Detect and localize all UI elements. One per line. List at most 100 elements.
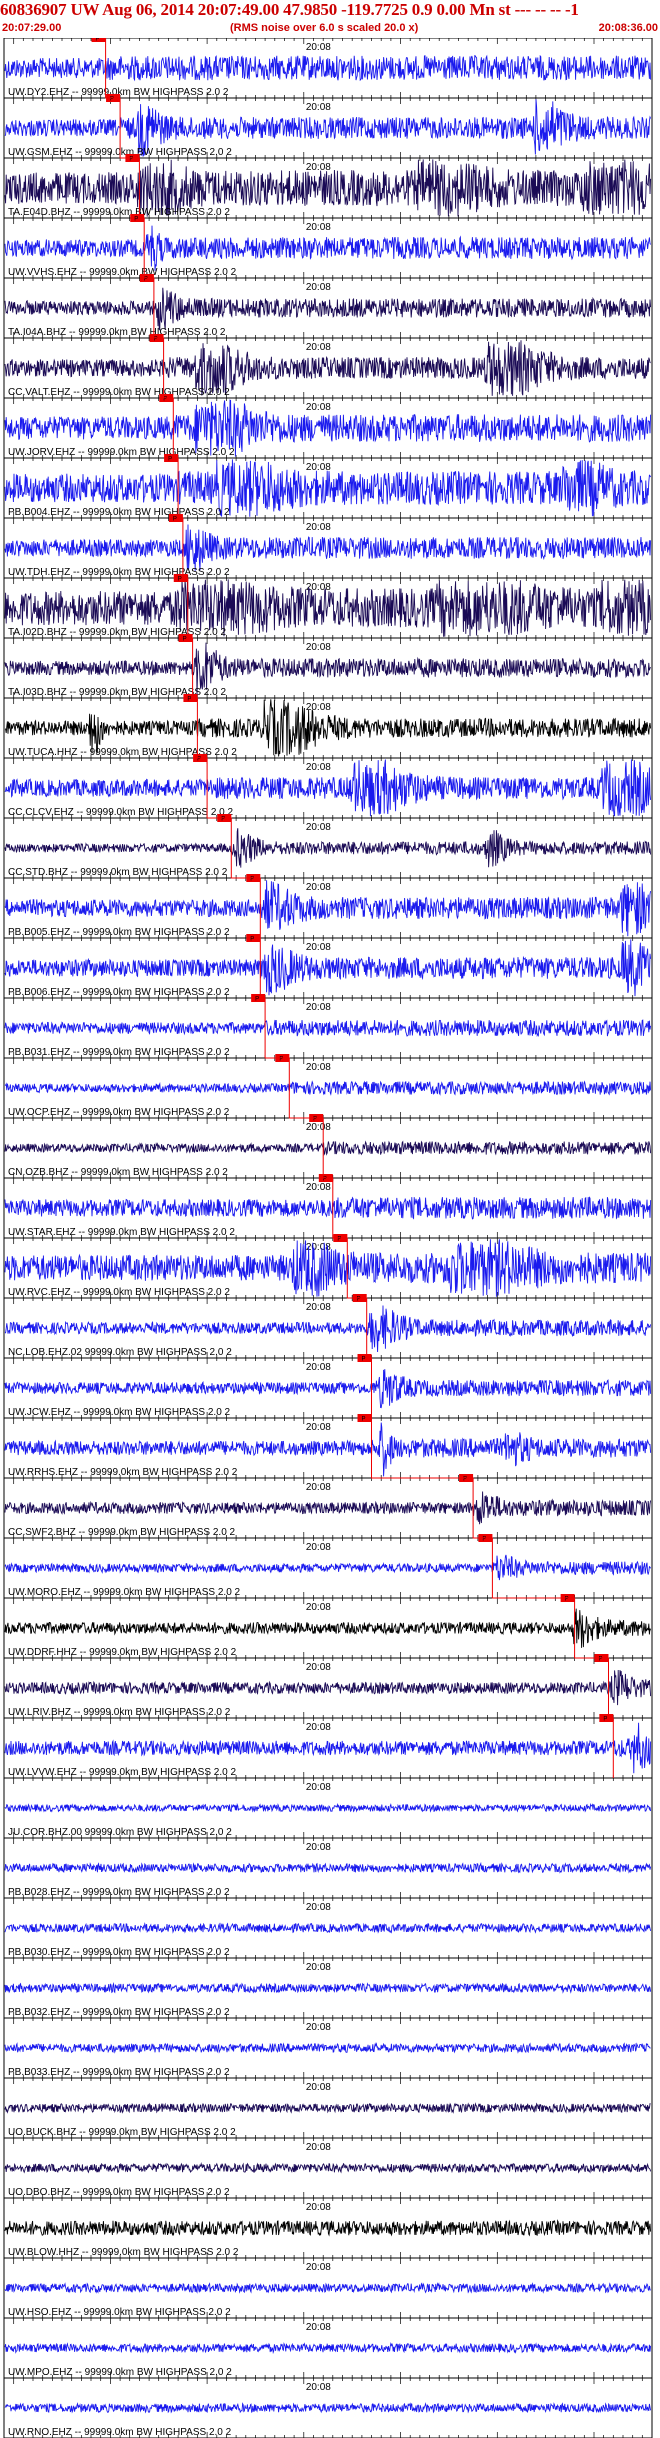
trace: 20:08 PB.B004.EHZ -- 99999.0km BW HIGHPAS… [3, 454, 653, 519]
time-ticks [3, 2198, 653, 2258]
trace: 20:08 TA.I02D.BHZ -- 99999.0km BW HIGHPAS… [3, 574, 653, 639]
trace-label: UW.RRHS.EHZ -- 99999.0km BW HIGHPASS 2.0… [8, 1467, 238, 1478]
tick-label: 20:08 [306, 1722, 331, 1733]
trace-label: PB.B033.EHZ -- 99999.0km BW HIGHPASS 2.0… [8, 2067, 230, 2078]
waveform-line [4, 2402, 652, 2414]
waveform-line [4, 759, 652, 817]
waveform-line [4, 159, 652, 217]
trace: 20:08 PB.B030.EHZ -- 99999.0km BW HIGHPAS… [3, 1897, 653, 1959]
pick-label: P [463, 1477, 467, 1483]
tick-label: 20:08 [306, 1842, 331, 1853]
trace: 20:08 UW.JORV.EHZ -- 99999.0km BW HIGHPAS… [3, 394, 653, 459]
time-ticks [3, 1058, 653, 1118]
pick-label: P [362, 1417, 366, 1423]
time-ticks [3, 938, 653, 998]
waveform-line [4, 524, 652, 571]
tick-label: 20:08 [306, 1062, 331, 1073]
pick-label: P [250, 937, 254, 943]
waveform-line [4, 340, 651, 396]
pick-label: P [337, 1237, 341, 1243]
trace: 20:08 NC.LOB.EHZ.02 99999.0km BW HIGHPASS… [3, 1294, 653, 1359]
time-ticks [3, 2318, 653, 2378]
tick-label: 20:08 [306, 1662, 331, 1673]
tick-label: 20:08 [306, 2322, 331, 2333]
trace-label: PB.B006.EHZ -- 99999.0km BW HIGHPASS 2.0… [8, 987, 230, 998]
tick-label: 20:08 [306, 162, 331, 173]
trace-label: UW.RVC.EHZ -- 99999.0km BW HIGHPASS 2.0 … [8, 1287, 230, 1298]
pick-label: P [197, 757, 201, 763]
tick-label: 20:08 [306, 2202, 331, 2213]
pick-label: P [598, 1657, 602, 1663]
waveform-line [4, 1491, 652, 1525]
trace-label: UW.STAR.EHZ -- 99999.0km BW HIGHPASS 2.0… [8, 1227, 235, 1238]
trace-label: PB.B028.EHZ -- 99999.0km BW HIGHPASS 2.0… [8, 1887, 230, 1898]
waveform-line [4, 2042, 651, 2054]
trace: 20:08 CC.VALT.EHZ -- 99999.0km BW HIGHPAS… [3, 334, 653, 399]
waveform-line [4, 2282, 651, 2294]
time-ticks [3, 458, 653, 518]
waveform-line [4, 642, 651, 696]
trace: 20:08 CN.OZB.BHZ -- 99999.0km BW HIGHPASS… [3, 1114, 653, 1179]
waveform-line [4, 99, 652, 157]
waveform-line [4, 2162, 652, 2174]
time-ticks [3, 638, 653, 698]
pick-label: P [565, 1597, 569, 1603]
waveform-line [4, 1305, 652, 1353]
trace-label: NC.LOB.EHZ.02 99999.0km BW HIGHPASS 2.0 … [8, 1347, 232, 1358]
pick-label: P [221, 817, 225, 823]
plot-header: 60836907 UW Aug 06, 2014 20:07:49.00 47.… [0, 0, 660, 38]
trace-label: UW.MPO.EHZ -- 99999.0km BW HIGHPASS 2.0 … [8, 2367, 232, 2378]
trace-label: TA.E04D.BHZ -- 99999.0km BW HIGHPASS 2.0… [8, 207, 230, 218]
tick-label: 20:08 [306, 2082, 331, 2093]
trace-label: TA.I03D.BHZ -- 99999.0km BW HIGHPASS 2.0… [8, 687, 226, 698]
pick-box [91, 38, 106, 42]
trace: 20:08 CC.SWF2.BHZ -- 99999.0km BW HIGHPAS… [3, 1474, 653, 1539]
time-ticks [3, 2018, 653, 2078]
time-ticks [3, 38, 653, 98]
pick-label: P [323, 1177, 327, 1183]
pick-label: P [279, 1057, 283, 1063]
pick-box [164, 454, 179, 462]
tick-label: 20:08 [306, 2262, 331, 2273]
tick-label: 20:08 [306, 882, 331, 893]
waveform-line [4, 54, 652, 82]
waveform-line [4, 1608, 652, 1648]
time-ticks [3, 518, 653, 578]
trace: 20:08 UW.MORO.EHZ -- 99999.0km BW HIGHPAS… [3, 1534, 653, 1599]
pick-label: P [482, 1537, 486, 1543]
waveform-line [4, 287, 652, 331]
trace: 20:08 UW.TUCA.HHZ -- 99999.0km BW HIGHPAS… [3, 694, 653, 759]
pick-label: P [154, 337, 158, 343]
tick-label: 20:08 [306, 1002, 331, 1013]
pick-label: P [255, 997, 259, 1003]
waveform-line [4, 1239, 652, 1297]
pick-box [130, 214, 145, 222]
time-ticks [3, 1778, 653, 1838]
waveform-line [4, 880, 652, 937]
time-ticks [3, 1598, 653, 1658]
waveform-line [4, 459, 652, 517]
trace-label: UW.RNO.EHZ -- 99999.0km BW HIGHPASS 2.0 … [8, 2427, 232, 2438]
trace: 20:08 PB.B033.EHZ -- 99999.0km BW HIGHPAS… [3, 2017, 653, 2079]
trace: 20:08 PB.B006.EHZ -- 99999.0km BW HIGHPAS… [3, 934, 653, 999]
waveform-line [4, 1922, 652, 1934]
trace: 20:08 UW.RRHS.EHZ -- 99999.0km BW HIGHPAS… [3, 1414, 653, 1479]
trace: 20:08 PB.B031.EHZ -- 99999.0km BW HIGHPAS… [3, 994, 653, 1059]
time-ticks [3, 878, 653, 938]
waveform-line [4, 1802, 652, 1813]
trace-label: PB.B030.EHZ -- 99999.0km BW HIGHPASS 2.0… [8, 1947, 230, 1958]
pick-label: P [357, 1297, 361, 1303]
pick-label: P [178, 577, 182, 583]
time-ticks [3, 1898, 653, 1958]
trace-label: TA.I04A.BHZ -- 99999.0km BW HIGHPASS 2.0… [8, 327, 226, 338]
time-ticks [3, 818, 653, 878]
trace-label: UW.JCW.EHZ -- 99999.0km BW HIGHPASS 2.0 … [8, 1407, 231, 1418]
pick-label: P [183, 637, 187, 643]
trace-label: CC.SWF2.BHZ -- 99999.0km BW HIGHPASS 2.0… [8, 1527, 236, 1538]
waveform-line [4, 1196, 652, 1220]
tick-label: 20:08 [306, 102, 331, 113]
trace: 20:08 TA.I04A.BHZ -- 99999.0km BW HIGHPAS… [3, 274, 653, 339]
tick-label: 20:08 [306, 582, 331, 593]
pick-label: P [129, 157, 133, 163]
